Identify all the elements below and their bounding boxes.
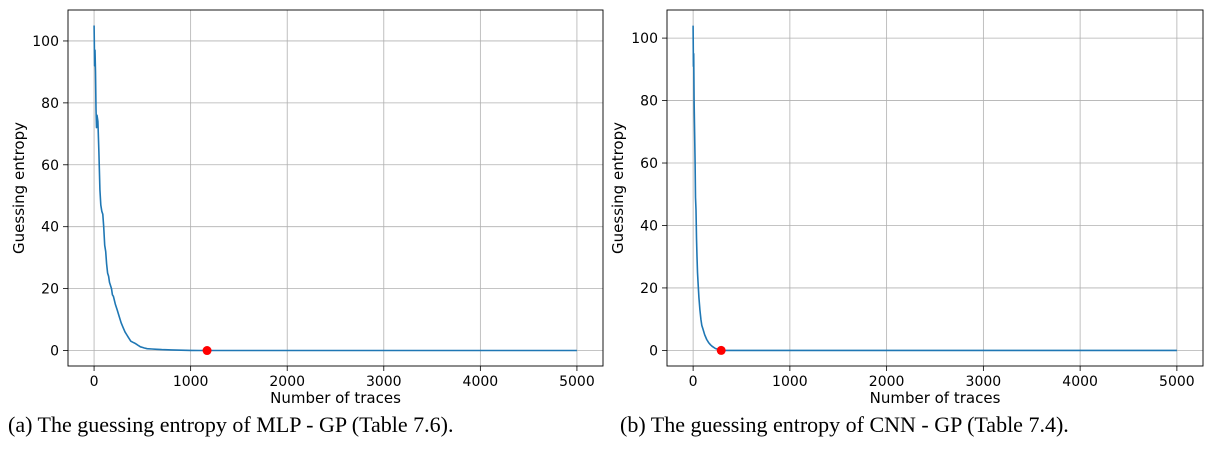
x-tick-label: 4000: [463, 374, 499, 390]
y-axis-label: Guessing entropy: [10, 122, 28, 254]
y-tick-label: 0: [50, 344, 59, 360]
caption-b: (b) The guessing entropy of CNN - GP (Ta…: [620, 412, 1069, 437]
plot-frame: [67, 9, 604, 367]
y-tick-label: 100: [631, 31, 658, 47]
x-axis-label: Number of traces: [870, 389, 1001, 405]
x-tick-label: 0: [689, 374, 698, 390]
y-tick-label: 0: [649, 343, 658, 359]
caption-a: (a) The guessing entropy of MLP - GP (Ta…: [8, 412, 454, 437]
y-tick-label: 80: [640, 94, 658, 110]
min-traces-marker: [716, 345, 726, 355]
series-line: [692, 25, 1177, 352]
y-tick-label: 80: [41, 96, 59, 112]
plot-frame: [666, 9, 1204, 367]
x-tick-label: 0: [90, 374, 99, 390]
series-line: [93, 25, 577, 352]
y-tick-label: 60: [41, 158, 59, 174]
y-tick-label: 100: [32, 34, 59, 50]
y-tick-label: 20: [41, 282, 59, 298]
x-tick-label: 1000: [772, 374, 808, 390]
y-tick-label: 40: [640, 218, 658, 234]
chart-mlp-gp: 0 1000 2000 3000 4000 5000 0 20 40 60 80 100 Number …: [10, 9, 604, 405]
y-axis-label: Guessing entropy: [609, 122, 627, 254]
x-tick-label: 5000: [559, 374, 595, 390]
x-tick-label: 5000: [1159, 374, 1195, 390]
x-tick-label: 1000: [173, 374, 209, 390]
y-tick-label: 20: [640, 281, 658, 297]
min-traces-marker: [202, 346, 212, 356]
y-tick-label: 60: [640, 156, 658, 172]
chart-cnn-gp: 0 1000 2000 3000 4000 5000 0 20 40 60 80 100 Number …: [609, 9, 1204, 405]
x-tick-label: 4000: [1062, 374, 1098, 390]
x-tick-label: 2000: [869, 374, 905, 390]
y-tick-label: 40: [41, 220, 59, 236]
x-axis-label: Number of traces: [270, 389, 401, 405]
x-tick-label: 3000: [966, 374, 1002, 390]
x-tick-label: 3000: [366, 374, 402, 390]
x-tick-label: 2000: [269, 374, 305, 390]
